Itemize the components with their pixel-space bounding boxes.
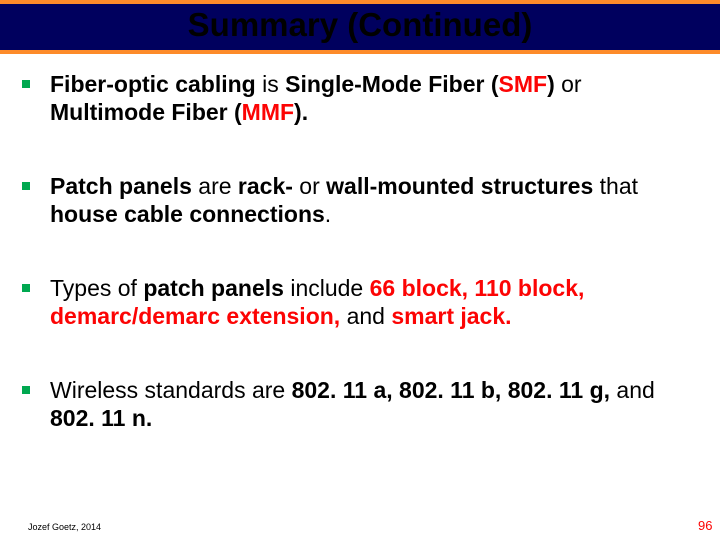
bullet-text: Patch panels are rack- or wall-mounted s… (50, 172, 698, 228)
bullet-text: Wireless standards are 802. 11 a, 802. 1… (50, 376, 698, 432)
text-span: . (325, 201, 331, 227)
highlight-text: smart jack. (391, 303, 511, 329)
bullet-list: Fiber-optic cabling is Single-Mode Fiber… (22, 70, 698, 432)
text-span: ). (294, 99, 308, 125)
text-span: that (593, 173, 638, 199)
page-number: 96 (698, 518, 712, 533)
text-span: house cable connections (50, 201, 325, 227)
highlight-text: SMF (499, 71, 548, 97)
text-span: or (293, 173, 326, 199)
text-span: and (340, 303, 391, 329)
text-span: 802. 11 a, 802. 11 b, 802. 11 g, (292, 377, 610, 403)
bullet-text: Fiber-optic cabling is Single-Mode Fiber… (50, 70, 698, 126)
slide: Summary (Continued) Fiber-optic cabling … (0, 0, 720, 540)
square-bullet-icon (22, 386, 30, 394)
bullet-item: Patch panels are rack- or wall-mounted s… (22, 172, 698, 228)
bullet-text: Types of patch panels include 66 block, … (50, 274, 698, 330)
text-span: Types of (50, 275, 143, 301)
text-span: include (284, 275, 370, 301)
text-span: is (256, 71, 285, 97)
text-span: rack- (238, 173, 293, 199)
text-span: Patch panels (50, 173, 192, 199)
bullet-item: Types of patch panels include 66 block, … (22, 274, 698, 330)
square-bullet-icon (22, 284, 30, 292)
text-span: wall-mounted structures (326, 173, 593, 199)
text-span: or (555, 71, 582, 97)
bullet-item: Fiber-optic cabling is Single-Mode Fiber… (22, 70, 698, 126)
text-span: patch panels (143, 275, 284, 301)
text-span: and (610, 377, 655, 403)
highlight-text: MMF (242, 99, 294, 125)
bullet-item: Wireless standards are 802. 11 a, 802. 1… (22, 376, 698, 432)
page-title: Summary (Continued) (0, 6, 720, 44)
text-span: 802. 11 n. (50, 405, 152, 431)
text-span: ) (547, 71, 555, 97)
text-span: are (192, 173, 238, 199)
text-span: Fiber-optic cabling (50, 71, 256, 97)
text-span: Single-Mode Fiber ( (285, 71, 498, 97)
bottom-accent-bar (0, 50, 720, 54)
text-span: Multimode Fiber ( (50, 99, 242, 125)
text-span: Wireless standards are (50, 377, 292, 403)
square-bullet-icon (22, 182, 30, 190)
footer-author: Jozef Goetz, 2014 (28, 522, 101, 532)
square-bullet-icon (22, 80, 30, 88)
